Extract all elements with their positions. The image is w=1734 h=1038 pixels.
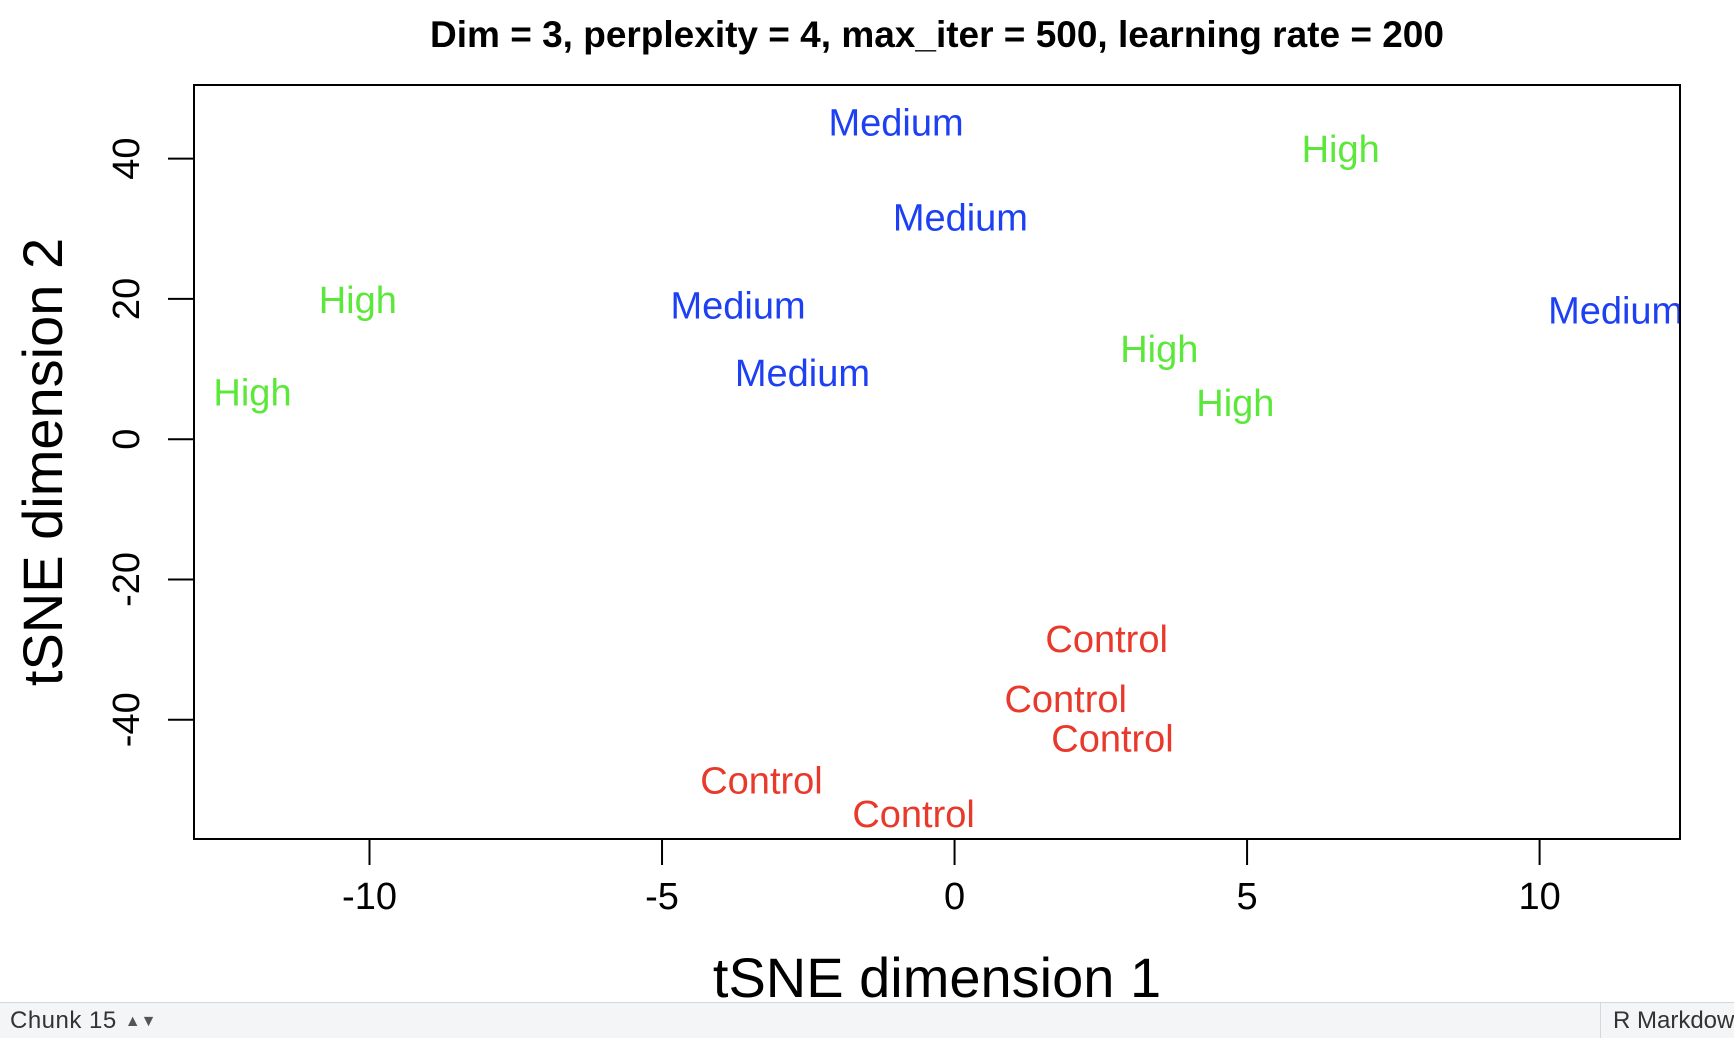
point-label-medium: Medium [1548, 291, 1683, 333]
data-labels-layer: Medium High Medium High Medium Medium High Medi… [213, 103, 1683, 837]
point-label-high: High [1196, 383, 1274, 425]
chunk-label: Chunk 15 [10, 1007, 117, 1034]
x-tick-label: 0 [944, 876, 965, 918]
x-axis: -10 -5 0 5 10 [342, 839, 1561, 918]
document-type-label: R Markdown [1613, 1007, 1734, 1034]
up-down-arrows-icon: ▲︎▼︎ [124, 1013, 157, 1030]
point-label-medium: Medium [893, 197, 1028, 239]
x-tick-label: 10 [1518, 876, 1560, 918]
status-bar: Chunk 15 ▲︎▼︎ R Markdown [0, 1002, 1734, 1038]
y-tick-label: -20 [106, 552, 148, 607]
y-tick-label: -40 [106, 692, 148, 747]
y-axis-title: tSNE dimension 2 [11, 238, 74, 686]
point-label-high: High [213, 373, 291, 415]
y-tick-label: 0 [106, 429, 148, 450]
point-label-medium: Medium [735, 353, 870, 395]
chart-title: Dim = 3, perplexity = 4, max_iter = 500,… [430, 14, 1444, 55]
point-label-medium: Medium [671, 286, 806, 328]
point-label-control: Control [852, 794, 975, 836]
plot-frame [193, 84, 1681, 840]
point-label-control: Control [1004, 679, 1127, 721]
chart: Dim = 3, perplexity = 4, max_iter = 500,… [11, 14, 1683, 1002]
y-tick-label: 40 [106, 138, 148, 180]
chunk-navigator[interactable]: Chunk 15 ▲︎▼︎ [10, 1007, 156, 1035]
point-label-high: High [1302, 129, 1380, 171]
point-label-medium: Medium [828, 103, 963, 145]
point-label-control: Control [1045, 619, 1168, 661]
document-type-selector[interactable]: R Markdown [1600, 1003, 1734, 1038]
point-label-high: High [319, 280, 397, 322]
y-tick-label: 20 [106, 278, 148, 320]
x-tick-label: -5 [645, 876, 679, 918]
y-axis: -40 -20 0 20 40 [106, 138, 194, 747]
point-label-control: Control [1051, 718, 1174, 760]
x-tick-label: -10 [342, 876, 397, 918]
x-axis-title: tSNE dimension 1 [713, 946, 1161, 1002]
scatter-plot: Dim = 3, perplexity = 4, max_iter = 500,… [11, 14, 1683, 1002]
x-tick-label: 5 [1237, 876, 1258, 918]
point-label-control: Control [700, 760, 823, 802]
point-label-high: High [1120, 329, 1198, 371]
